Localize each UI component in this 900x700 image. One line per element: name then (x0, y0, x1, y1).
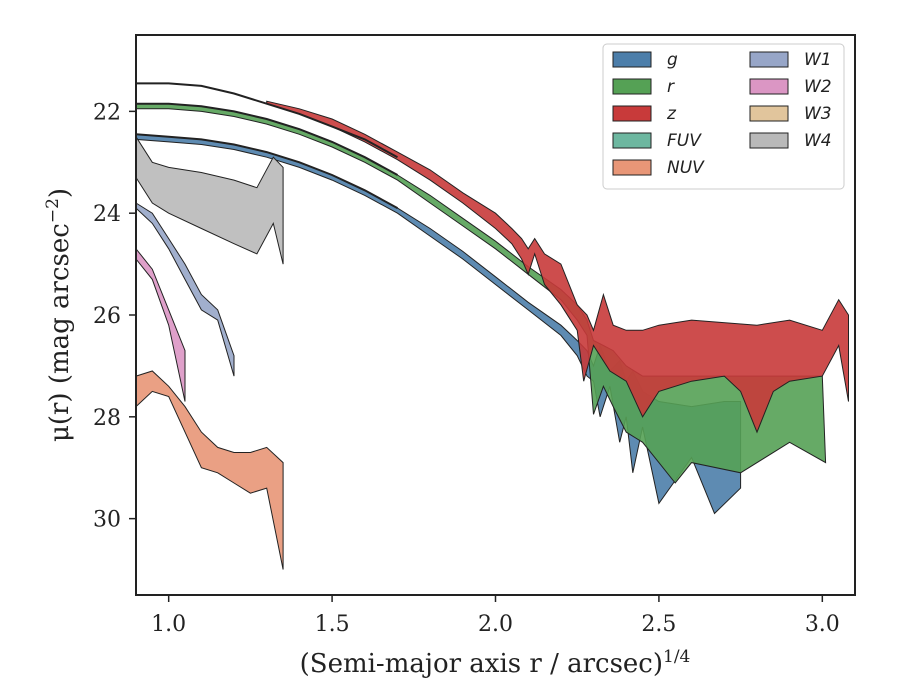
legend-label-w3: W3 (804, 104, 832, 124)
profile-line-2 (136, 102, 398, 176)
legend-swatch-w1 (749, 51, 789, 68)
x-tick-label: 3.0 (805, 612, 840, 637)
y-tick-label: 26 (93, 304, 121, 329)
x-tick-label: 2.0 (478, 612, 513, 637)
plot-areas (135, 100, 849, 570)
legend-label-r: r (667, 77, 675, 97)
legend-swatch-fuv (612, 132, 652, 149)
band-w1 (135, 202, 235, 377)
y-tick-label: 28 (93, 406, 121, 431)
band-nuv (135, 370, 284, 570)
band-w2 (135, 247, 186, 402)
x-axis: 1.0 1.5 2.0 2.5 3.0 (151, 595, 840, 637)
legend-label-w2: W2 (804, 77, 832, 97)
legend-label-g: g (667, 50, 678, 70)
legend-swatch-w3 (749, 105, 789, 122)
legend: grz FUV NUV W1 W2 W3 W4 (602, 43, 845, 190)
y-tick-label: 24 (93, 202, 121, 227)
x-tick-label: 1.5 (315, 612, 350, 637)
x-tick-label: 2.5 (641, 612, 676, 637)
y-tick-label: 22 (93, 100, 121, 125)
y-axis: 22 24 26 28 30 (93, 100, 136, 533)
profile-lines (135, 82, 398, 209)
y-tick-label: 30 (93, 508, 121, 533)
band-z (266, 100, 849, 434)
legend-swatch-r (612, 78, 652, 95)
y-axis-label: μ(r) (mag arcsec−2) (43, 188, 75, 442)
legend-swatch-nuv (612, 159, 652, 176)
legend-label-w1: W1 (804, 50, 832, 70)
x-tick-label: 1.0 (151, 612, 186, 637)
legend-label-w4: W4 (804, 131, 832, 151)
band-g (135, 133, 742, 515)
legend-swatch-w4 (749, 132, 789, 149)
legend-swatch-z (612, 105, 652, 122)
band-w4 (135, 135, 284, 265)
legend-label-fuv: FUV (667, 131, 702, 151)
profile-line-1 (136, 82, 398, 159)
legend-swatch-w2 (749, 78, 789, 95)
profile-line-3 (135, 133, 398, 209)
legend-label-nuv: NUV (667, 158, 705, 178)
legend-swatch-g (612, 51, 652, 68)
legend-label-z: z (666, 104, 677, 124)
x-axis-label: (Semi-major axis r / arcsec)1/4 (300, 647, 691, 679)
